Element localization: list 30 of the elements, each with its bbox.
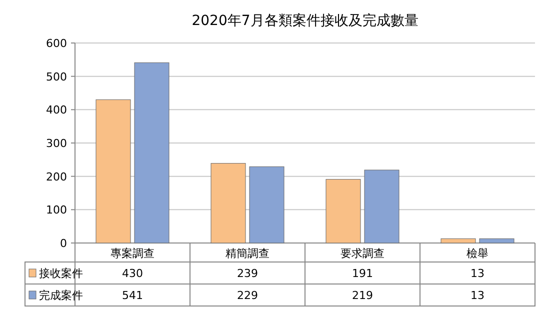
- data-label: 13: [470, 267, 484, 280]
- data-label: 541: [122, 289, 143, 302]
- data-label: 219: [352, 289, 373, 302]
- x-tick-label: 精簡調查: [226, 247, 270, 260]
- bar: [249, 166, 284, 244]
- x-tick-label: 要求調查: [340, 247, 384, 260]
- y-tick-label: 200: [46, 170, 67, 184]
- y-tick-label: 0: [60, 237, 67, 250]
- x-tick-label: 檢舉: [466, 247, 488, 260]
- data-label: 430: [122, 267, 143, 280]
- bar: [364, 170, 400, 244]
- data-label: 191: [352, 267, 373, 280]
- bar: [210, 163, 246, 244]
- y-tick-label: 600: [46, 37, 67, 50]
- chart-title: 2020年7月各類案件接收及完成數量: [192, 12, 418, 29]
- bar: [479, 238, 514, 244]
- data-label: 13: [470, 289, 484, 302]
- data-label: 229: [237, 289, 258, 302]
- x-tick-label: 專案調查: [110, 247, 154, 260]
- y-tick-label: 400: [46, 104, 67, 117]
- bar: [440, 238, 476, 244]
- bar: [96, 99, 131, 244]
- y-tick-label: 100: [46, 204, 67, 217]
- y-tick-label: 500: [46, 70, 67, 84]
- legend-label: 完成案件: [39, 289, 83, 302]
- legend-label: 接收案件: [39, 267, 83, 280]
- bar: [134, 62, 170, 244]
- bar: [326, 179, 361, 244]
- y-tick-label: 300: [46, 137, 67, 150]
- data-label: 239: [237, 267, 258, 280]
